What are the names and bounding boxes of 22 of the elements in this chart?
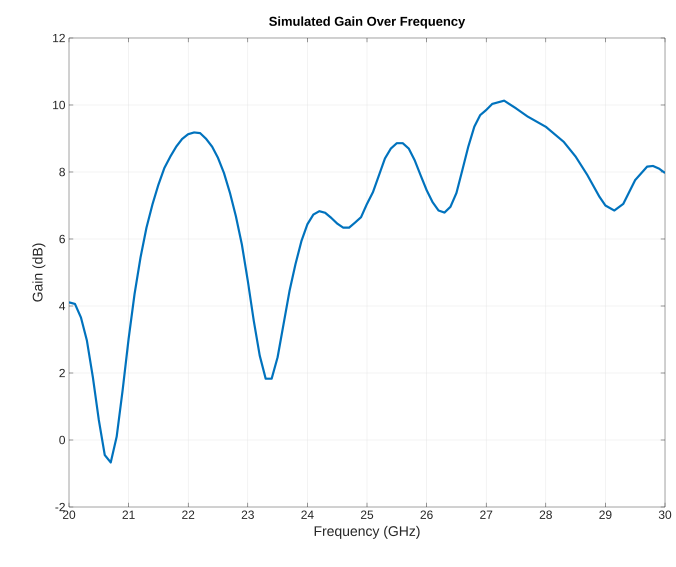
y-axis-title: Gain (dB) — [32, 244, 46, 302]
x-tick-label: 29 — [599, 510, 612, 519]
x-tick-label: 26 — [420, 510, 433, 519]
x-tick-label: 23 — [242, 510, 254, 519]
x-axis-title: Frequency (GHz) — [314, 526, 420, 539]
x-tick-label: 28 — [540, 510, 552, 519]
chart-title: Simulated Gain Over Frequency — [269, 16, 466, 28]
y-tick-label: 2 — [59, 368, 65, 378]
y-tick-label: 8 — [59, 168, 65, 176]
x-tick-label: 20 — [62, 510, 76, 519]
x-tick-label: 25 — [360, 510, 374, 519]
y-tick-label: 10 — [53, 100, 66, 110]
x-tick-label: 30 — [658, 510, 672, 519]
y-tick-label: 12 — [53, 34, 65, 42]
y-tick-label: -2 — [55, 502, 65, 512]
y-tick-label: 6 — [59, 234, 65, 244]
x-tick-label: 24 — [301, 510, 314, 519]
x-tick-label: 22 — [182, 510, 194, 519]
x-tick-label: 21 — [122, 510, 135, 519]
y-tick-label: 0 — [59, 436, 66, 444]
x-tick-label: 27 — [480, 510, 492, 519]
y-tick-label: 4 — [59, 302, 66, 310]
